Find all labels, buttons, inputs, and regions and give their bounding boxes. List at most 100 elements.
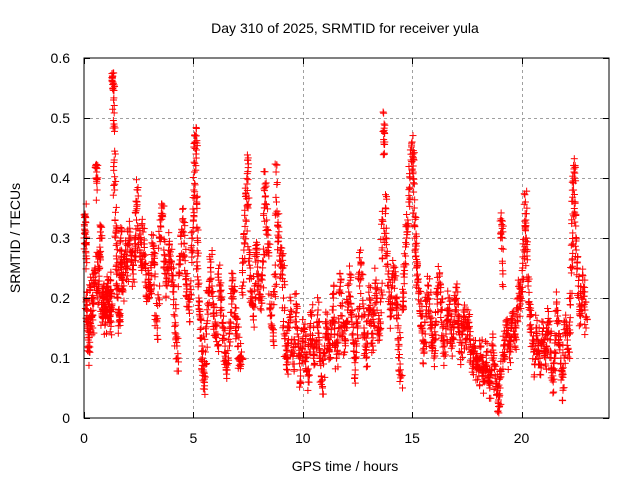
data-point <box>109 191 117 199</box>
data-point <box>108 331 116 339</box>
data-point <box>147 290 155 298</box>
data-point <box>387 284 395 292</box>
data-point <box>226 342 234 350</box>
data-point <box>116 318 124 326</box>
data-point <box>246 250 254 258</box>
data-point <box>110 166 118 174</box>
data-point <box>114 329 122 337</box>
data-point <box>269 332 277 340</box>
data-point <box>84 314 92 322</box>
data-point <box>417 321 425 329</box>
data-point <box>363 346 371 354</box>
data-point <box>290 349 298 357</box>
data-point <box>499 245 507 253</box>
data-point <box>347 299 355 307</box>
data-point <box>272 273 280 281</box>
data-point <box>238 348 245 356</box>
data-point <box>570 165 578 173</box>
data-point <box>359 296 367 304</box>
data-point <box>111 173 119 181</box>
data-point <box>240 231 248 239</box>
data-point <box>122 276 130 284</box>
data-point <box>392 294 400 302</box>
data-point <box>243 170 251 178</box>
data-point <box>335 349 343 357</box>
data-point <box>566 354 574 362</box>
data-point <box>81 229 89 237</box>
data-point <box>116 247 124 255</box>
data-point <box>151 250 159 258</box>
data-point <box>260 204 268 212</box>
data-point <box>388 307 396 315</box>
data-point <box>87 284 95 292</box>
data-point <box>292 323 300 331</box>
data-point <box>171 329 179 337</box>
data-point <box>193 193 201 201</box>
data-point <box>511 342 519 350</box>
data-point <box>108 302 116 310</box>
data-point <box>136 238 144 246</box>
data-point <box>323 318 331 326</box>
data-point <box>273 198 280 206</box>
data-point <box>189 227 197 235</box>
data-point <box>571 161 579 169</box>
data-point <box>244 243 252 251</box>
data-point <box>334 363 342 371</box>
data-point <box>154 291 162 299</box>
data-point <box>259 257 267 265</box>
data-point <box>372 299 380 307</box>
data-point <box>194 226 202 234</box>
data-point <box>82 228 90 236</box>
data-point <box>109 69 117 77</box>
data-point <box>258 293 266 301</box>
data-point <box>149 231 157 239</box>
data-point <box>303 353 311 361</box>
data-point <box>216 282 224 290</box>
data-point <box>448 352 456 360</box>
data-point <box>413 272 421 280</box>
data-point <box>416 308 424 316</box>
data-point <box>354 305 362 313</box>
data-point <box>357 260 365 268</box>
data-point <box>156 282 164 290</box>
data-point <box>330 282 338 290</box>
data-point <box>332 354 340 362</box>
data-point <box>409 132 417 140</box>
data-point <box>254 270 262 278</box>
data-point <box>579 272 587 280</box>
data-point <box>215 276 223 284</box>
data-point <box>313 322 321 330</box>
data-point <box>260 210 268 218</box>
data-point <box>406 146 414 154</box>
data-point <box>190 168 198 176</box>
data-point <box>103 273 111 281</box>
data-point <box>210 303 218 311</box>
data-point <box>107 292 115 300</box>
data-point <box>392 295 400 303</box>
data-point <box>93 176 101 184</box>
data-point <box>227 308 235 316</box>
data-point <box>185 306 193 314</box>
data-point <box>498 233 506 241</box>
data-point <box>505 354 513 362</box>
data-point <box>89 311 97 319</box>
data-point <box>219 323 227 331</box>
data-point <box>190 209 198 217</box>
y-tick-label: 0.1 <box>51 350 71 366</box>
data-point <box>273 179 281 187</box>
data-point <box>262 179 270 187</box>
data-point <box>381 210 389 218</box>
data-point <box>335 289 343 297</box>
data-point <box>283 353 291 361</box>
data-point <box>477 343 485 351</box>
data-point <box>257 275 265 283</box>
data-point <box>138 256 146 264</box>
data-point <box>207 274 215 282</box>
data-point <box>112 222 120 230</box>
data-point <box>366 296 374 304</box>
data-point <box>155 244 163 252</box>
data-point <box>110 86 118 94</box>
data-point <box>412 214 420 222</box>
data-point <box>345 288 353 296</box>
data-point <box>232 304 240 312</box>
